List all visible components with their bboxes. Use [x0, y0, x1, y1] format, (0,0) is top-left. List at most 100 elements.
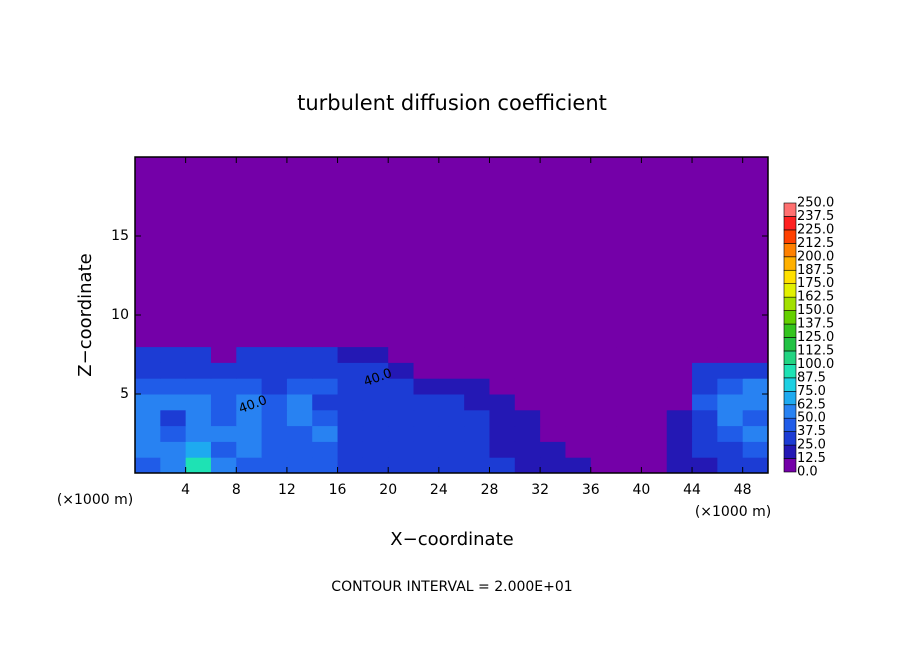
heatmap-cell: [616, 157, 642, 348]
x-tick-label: 4: [181, 482, 190, 498]
heatmap-cell: [692, 362, 718, 379]
heatmap-cell: [261, 425, 288, 442]
heatmap-cell: [616, 362, 642, 379]
heatmap-cell: [590, 378, 617, 395]
heatmap-cell: [160, 441, 187, 458]
heatmap-cell: [565, 362, 592, 379]
heatmap-cell: [565, 441, 592, 458]
heatmap-cell: [286, 457, 313, 474]
x-tick-label: 40: [632, 482, 650, 498]
heatmap-cell: [438, 394, 465, 411]
heatmap-cell: [717, 425, 744, 442]
heatmap-cell: [236, 457, 263, 474]
heatmap-cell: [616, 409, 642, 427]
heatmap-cell: [362, 441, 389, 458]
heatmap-cell: [413, 441, 440, 458]
heatmap-cell: [135, 457, 161, 474]
y-tick-label: 15: [111, 228, 129, 244]
heatmap-cell: [540, 157, 566, 348]
heatmap-cell: [413, 157, 440, 348]
heatmap-cell: [692, 457, 718, 474]
heatmap-cell: [540, 362, 566, 379]
heatmap-cell: [236, 362, 263, 379]
heatmap-cell: [641, 378, 668, 395]
heatmap-cell: [692, 425, 718, 442]
heatmap-cell: [261, 409, 288, 427]
heatmap-cell: [616, 394, 642, 411]
colorbar-band: [783, 458, 797, 473]
heatmap-cell: [312, 346, 339, 363]
heatmap-cell: [666, 346, 693, 363]
heatmap-cell: [286, 394, 313, 411]
heatmap-cell: [565, 157, 592, 348]
colorbar-label: 200.0: [797, 249, 834, 264]
heatmap-cell: [540, 409, 566, 427]
colorbar-band: [783, 364, 797, 379]
heatmap-cell: [489, 362, 516, 379]
heatmap-cell: [337, 362, 364, 379]
heatmap-cell: [185, 394, 212, 411]
x-tick-label: 28: [481, 482, 499, 498]
heatmap-cell: [413, 346, 440, 363]
heatmap-cell: [362, 425, 389, 442]
colorbar-band: [783, 216, 797, 231]
heatmap-cell: [388, 457, 415, 474]
heatmap-cell: [514, 378, 541, 395]
heatmap-cell: [616, 425, 642, 442]
heatmap-cell: [236, 157, 263, 348]
colorbar-band: [783, 229, 797, 244]
colorbar-band: [783, 350, 797, 365]
heatmap-cell: [286, 362, 313, 379]
heatmap-cell: [210, 362, 237, 379]
heatmap-cell: [742, 457, 769, 474]
heatmap-cell: [388, 394, 415, 411]
heatmap-cell: [261, 394, 288, 411]
colorbar-band: [783, 377, 797, 392]
heatmap-cell: [413, 409, 440, 427]
heatmap-cell: [717, 378, 744, 395]
heatmap-cell: [135, 394, 161, 411]
heatmap-cell: [337, 346, 364, 363]
colorbar-band: [783, 323, 797, 338]
heatmap-cell: [135, 378, 161, 395]
heatmap-cell: [666, 457, 693, 474]
heatmap-cell: [312, 425, 339, 442]
heatmap-cell: [210, 378, 237, 395]
heatmap-cell: [540, 441, 566, 458]
heatmap-cell: [514, 362, 541, 379]
heatmap-cell: [590, 157, 617, 348]
y-tick-label: 10: [111, 307, 129, 323]
heatmap-cell: [135, 409, 161, 427]
heatmap-cell: [261, 457, 288, 474]
heatmap-cell: [210, 441, 237, 458]
heatmap-cell: [413, 394, 440, 411]
heatmap-cell: [565, 378, 592, 395]
colorbar-band: [783, 269, 797, 284]
heatmap-cell: [514, 409, 541, 427]
x-unit-label: (×1000 m): [695, 504, 771, 520]
colorbar-label: 25.0: [797, 438, 826, 453]
heatmap-cell: [489, 394, 516, 411]
heatmap-cell: [210, 346, 237, 363]
heatmap-cell: [666, 378, 693, 395]
heatmap-cell: [692, 441, 718, 458]
heatmap-cell: [337, 409, 364, 427]
heatmap-cell: [540, 457, 566, 474]
heatmap-cell: [362, 362, 389, 379]
heatmap-cell: [464, 457, 490, 474]
colorbar-label: 125.0: [797, 330, 834, 345]
heatmap-cell: [489, 441, 516, 458]
heatmap-cell: [337, 441, 364, 458]
heatmap-cell: [286, 409, 313, 427]
heatmap-cell: [210, 157, 237, 348]
x-axis-label: X−coordinate: [390, 529, 513, 550]
x-tick-label: 32: [531, 482, 549, 498]
heatmap-cell: [160, 157, 187, 348]
heatmap-cell: [717, 346, 744, 363]
heatmap-cell: [742, 394, 769, 411]
colorbar-label: 187.5: [797, 263, 834, 278]
heatmap-cell: [312, 409, 339, 427]
heatmap-cell: [135, 441, 161, 458]
colorbar-label: 100.0: [797, 357, 834, 372]
heatmap-cell: [641, 346, 668, 363]
